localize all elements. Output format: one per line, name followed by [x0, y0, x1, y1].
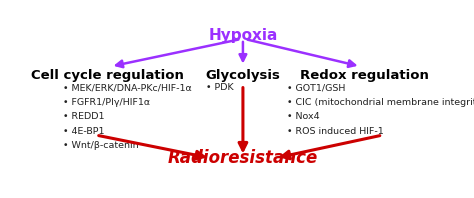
Text: • GOT1/GSH: • GOT1/GSH: [287, 83, 346, 92]
Text: • Nox4: • Nox4: [287, 112, 319, 121]
Text: • CIC (mitochondrial membrane integrity): • CIC (mitochondrial membrane integrity): [287, 98, 474, 107]
Text: • 4E-BP1: • 4E-BP1: [63, 127, 104, 136]
Text: • REDD1: • REDD1: [63, 112, 104, 121]
Text: • MEK/ERK/DNA-PKc/HIF-1α: • MEK/ERK/DNA-PKc/HIF-1α: [63, 83, 191, 92]
Text: Radioresistance: Radioresistance: [168, 149, 318, 167]
Text: Redox regulation: Redox regulation: [300, 69, 428, 83]
Text: • FGFR1/PIγ/HIF1α: • FGFR1/PIγ/HIF1α: [63, 98, 150, 107]
Text: • ROS induced HIF-1: • ROS induced HIF-1: [287, 127, 384, 136]
Text: • Wnt/β-catenin: • Wnt/β-catenin: [63, 141, 138, 150]
Text: Cell cycle regulation: Cell cycle regulation: [30, 69, 183, 83]
Text: Hypoxia: Hypoxia: [208, 28, 278, 43]
Text: • PDK: • PDK: [206, 83, 234, 92]
Text: Glycolysis: Glycolysis: [206, 69, 280, 83]
